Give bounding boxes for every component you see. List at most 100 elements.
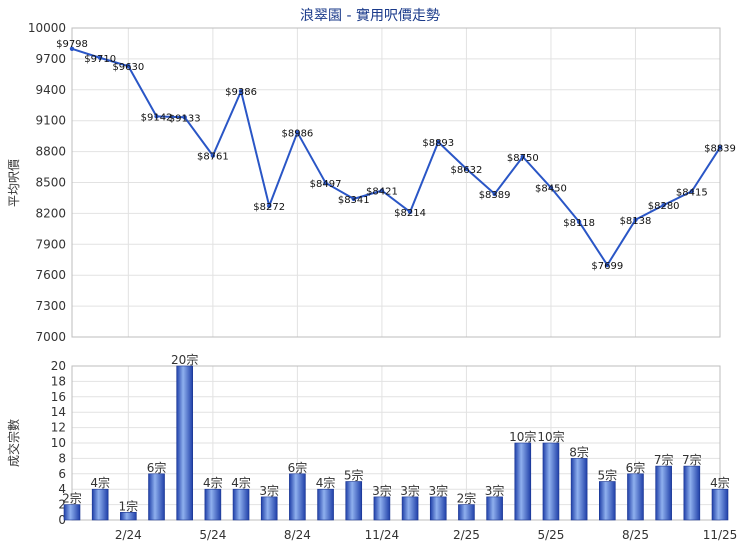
x-tick-label: 11/25 xyxy=(703,528,738,542)
deal-count-label: 5宗 xyxy=(597,468,617,483)
deal-count-label: 3宗 xyxy=(428,483,448,498)
line-chart-y-tick-label: 9700 xyxy=(35,52,66,66)
deal-count-bar xyxy=(514,442,532,521)
price-series-line xyxy=(71,47,721,267)
price-data-label: $8421 xyxy=(366,187,398,198)
deal-count-bar xyxy=(599,481,616,521)
deal-count-label: 6宗 xyxy=(288,460,308,475)
x-tick-label: 5/24 xyxy=(199,528,226,542)
price-data-label: $9142 xyxy=(141,112,173,123)
price-data-label: $8389 xyxy=(479,190,511,201)
deal-count-bar xyxy=(655,465,672,521)
deal-count-bar xyxy=(429,496,447,521)
price-data-label: $8632 xyxy=(451,165,483,176)
bar-chart-y-tick-label: 20 xyxy=(51,359,66,373)
price-point xyxy=(661,202,666,208)
price-point xyxy=(323,180,328,186)
bar-chart-y-tick-label: 8 xyxy=(58,451,66,465)
price-data-label: $9630 xyxy=(112,62,144,73)
line-chart-y-tick-label: 7600 xyxy=(35,268,66,282)
line-chart-y-tick-label: 7300 xyxy=(35,299,66,313)
line-chart-y-axis-title: 平均呎價 xyxy=(7,159,21,207)
price-data-label: $8750 xyxy=(507,153,539,164)
deal-count-label: 10宗 xyxy=(509,429,536,444)
price-point xyxy=(238,89,244,94)
deal-count-label: 2宗 xyxy=(62,491,82,506)
price-data-label: $8450 xyxy=(535,184,567,195)
deal-count-label: 4宗 xyxy=(231,475,251,490)
deal-count-bar xyxy=(373,496,391,521)
price-data-label: $8986 xyxy=(281,128,313,139)
price-point xyxy=(295,130,300,135)
price-data-label: $8280 xyxy=(648,201,680,212)
price-data-label: $8341 xyxy=(338,195,370,206)
line-chart-y-tick-label: 7000 xyxy=(35,330,66,344)
bar-chart-y-tick-label: 18 xyxy=(51,374,66,388)
x-tick-label: 5/25 xyxy=(537,528,564,542)
bar-chart-y-tick-label: 14 xyxy=(51,405,66,419)
line-chart: 7000 7300 7600 7900 8200 8500 8800 9100 9400 9700… xyxy=(28,21,736,344)
bar-chart-y-tick-label: 0 xyxy=(58,513,66,527)
deal-count-bar xyxy=(683,465,701,521)
x-tick-label: 8/24 xyxy=(284,528,311,542)
price-data-label: $8761 xyxy=(197,152,229,163)
x-tick-label: 8/25 xyxy=(622,528,649,542)
price-point xyxy=(267,203,272,209)
price-data-label: $9710 xyxy=(84,54,116,65)
deal-count-label: 3宗 xyxy=(400,483,420,498)
line-chart-y-tick-label: 8800 xyxy=(35,145,66,159)
line-chart-y-tick-label: 7900 xyxy=(35,237,66,251)
deal-count-label: 1宗 xyxy=(119,498,139,513)
bar-chart-y-tick-label: 10 xyxy=(51,436,66,450)
price-data-label: $9798 xyxy=(56,39,88,50)
deal-count-bar xyxy=(120,511,137,521)
deal-count-bar xyxy=(711,488,729,521)
bar-chart-y-tick-label: 4 xyxy=(58,482,66,496)
deal-count-label: 7宗 xyxy=(654,452,674,467)
deal-count-bar xyxy=(289,473,306,521)
deal-count-label: 7宗 xyxy=(682,452,702,467)
price-data-label: $7699 xyxy=(591,261,623,272)
deal-count-label: 3宗 xyxy=(372,483,392,498)
price-data-label: $8214 xyxy=(394,208,426,219)
deal-count-label: 4宗 xyxy=(90,475,110,490)
price-point xyxy=(351,196,356,202)
deal-count-label: 3宗 xyxy=(259,483,279,498)
deal-count-bar xyxy=(148,473,165,521)
price-point xyxy=(210,153,216,158)
price-point xyxy=(576,219,582,225)
chart-title: 浪翠園 - 實用呎價走勢 xyxy=(300,7,440,24)
price-point xyxy=(520,154,525,159)
deal-count-label: 4宗 xyxy=(710,475,730,490)
deal-count-bar xyxy=(627,473,644,521)
price-data-label: $8893 xyxy=(422,138,454,149)
line-chart-y-tick-label: 9100 xyxy=(35,114,66,128)
price-point xyxy=(126,63,131,69)
deal-count-bar xyxy=(232,488,250,521)
price-data-label: $8839 xyxy=(704,144,736,155)
deal-count-label: 4宗 xyxy=(316,475,336,490)
deal-count-label: 8宗 xyxy=(569,444,589,459)
deal-count-label: 10宗 xyxy=(537,429,564,444)
price-data-label: $8118 xyxy=(563,218,595,229)
deal-count-label: 4宗 xyxy=(203,475,223,490)
deal-count-label: 2宗 xyxy=(457,491,477,506)
price-data-label: $9133 xyxy=(169,113,201,124)
price-point xyxy=(407,209,413,215)
price-data-label: $8272 xyxy=(253,202,285,213)
deal-count-bar xyxy=(401,496,419,521)
price-point xyxy=(154,114,159,119)
bar-chart-y-tick-label: 6 xyxy=(58,467,66,481)
x-tick-label: 2/24 xyxy=(115,528,142,542)
deal-count-label: 20宗 xyxy=(171,352,198,367)
price-point xyxy=(605,262,610,268)
price-point xyxy=(379,188,385,193)
deal-count-bar xyxy=(91,488,109,521)
bar-chart-plot-frame xyxy=(71,365,721,521)
deal-count-label: 6宗 xyxy=(626,460,646,475)
deal-count-bar xyxy=(458,504,475,521)
price-point xyxy=(689,189,695,194)
